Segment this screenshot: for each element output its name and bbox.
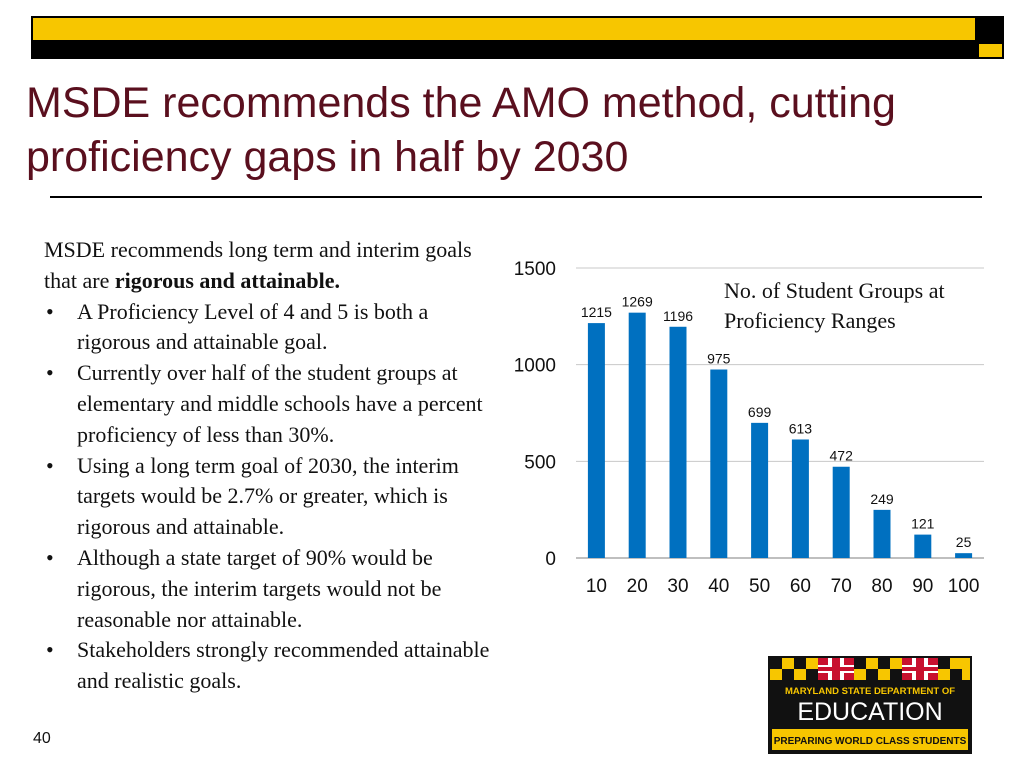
slide-title: MSDE recommends the AMO method, cutting …: [26, 79, 896, 181]
header-black-band: [31, 40, 977, 59]
slide-number: 40: [33, 730, 51, 747]
x-tick-label: 40: [708, 576, 729, 597]
bar-value-label: 121: [911, 516, 935, 532]
bar-value-label: 699: [748, 404, 772, 420]
bar-value-label: 25: [956, 534, 972, 550]
x-tick-label: 50: [749, 576, 770, 597]
bullet-item: Using a long term goal of 2030, the inte…: [44, 451, 506, 543]
x-tick-label: 80: [871, 576, 892, 597]
body-text: MSDE recommends long term and interim go…: [44, 235, 506, 697]
corner-yellow-block: [977, 42, 1004, 59]
y-tick-label: 0: [545, 549, 556, 570]
chart-bar: [669, 326, 687, 558]
corner-black-block: [977, 16, 1004, 44]
bullet-item: Currently over half of the student group…: [44, 358, 506, 450]
bar-chart: 0 500 1000 1500 1215 10 1269 20 1196 30 975 40 699 50…: [514, 259, 984, 597]
bar-value-label: 1215: [581, 304, 612, 320]
msde-logo: MARYLAND STATE DEPARTMENT OF EDUCATION P…: [768, 656, 972, 754]
chart-bar: [751, 422, 769, 558]
x-tick-label: 70: [831, 576, 852, 597]
bullet-item: Stakeholders strongly recommended attain…: [44, 635, 506, 697]
bar-value-label: 472: [830, 448, 854, 464]
bar-value-label: 1196: [663, 308, 693, 324]
y-tick-label: 500: [524, 452, 556, 473]
bullet-list: A Proficiency Level of 4 and 5 is both a…: [44, 297, 506, 697]
x-tick-label: 30: [667, 576, 688, 597]
chart-bar: [873, 509, 891, 558]
y-tick-label: 1500: [514, 259, 556, 280]
logo-line1: MARYLAND STATE DEPARTMENT OF: [785, 686, 955, 697]
bar-value-label: 975: [707, 351, 731, 367]
bullet-item: Although a state target of 90% would be …: [44, 543, 506, 635]
x-tick-label: 10: [586, 576, 607, 597]
chart-bar: [914, 534, 932, 558]
intro-bold-text: rigorous and attainable.: [114, 267, 340, 293]
bar-value-label: 249: [870, 491, 894, 507]
title-divider: [50, 196, 982, 198]
chart-bar: [628, 312, 646, 558]
chart-bar: [791, 439, 809, 558]
chart-note: No. of Student Groups at Proficiency Ran…: [724, 278, 945, 333]
bar-value-label: 1269: [622, 294, 653, 310]
logo-line2: EDUCATION: [797, 698, 942, 726]
chart-bar: [832, 466, 850, 558]
x-tick-label: 60: [790, 576, 811, 597]
chart-bar: [710, 369, 728, 558]
intro-text: MSDE recommends long term and interim go…: [44, 237, 472, 293]
x-tick-label: 20: [627, 576, 648, 597]
bar-value-label: 613: [789, 420, 813, 436]
bullet-item: A Proficiency Level of 4 and 5 is both a…: [44, 297, 506, 359]
x-tick-label: 90: [912, 576, 933, 597]
y-tick-label: 1000: [514, 356, 556, 377]
logo-tagline-band: [772, 729, 968, 750]
intro-paragraph: MSDE recommends long term and interim go…: [44, 235, 506, 297]
maryland-flag-banner: [770, 658, 970, 680]
chart-bar: [955, 553, 973, 558]
chart-bar: [587, 323, 605, 558]
header-yellow-band: [31, 16, 977, 42]
x-tick-label: 100: [948, 576, 980, 597]
logo-line3: PREPARING WORLD CLASS STUDENTS: [774, 736, 967, 747]
